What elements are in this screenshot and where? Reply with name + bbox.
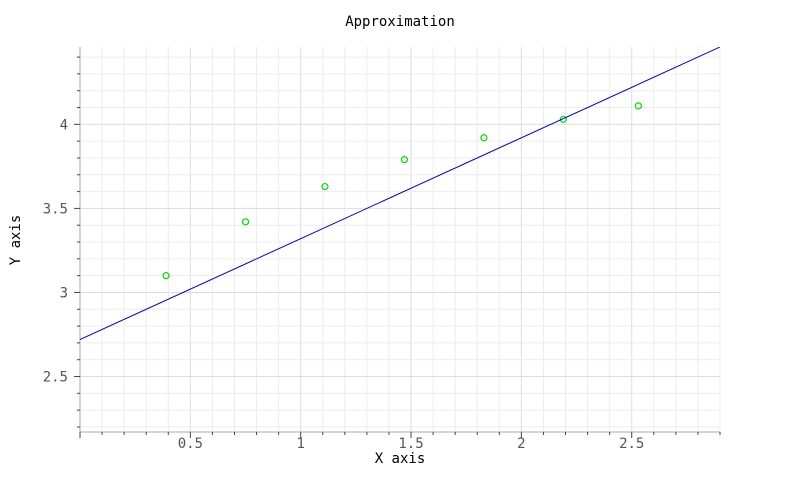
chart-title: Approximation	[345, 14, 455, 30]
axes	[79, 47, 720, 433]
y-tick-label: 4	[60, 117, 68, 133]
x-tick-label: 2.5	[619, 436, 644, 452]
y-tick-label: 3.5	[43, 201, 68, 217]
data-point	[400, 156, 409, 164]
data-point	[321, 182, 329, 191]
x-axis-label: X axis	[375, 451, 426, 467]
y-tick-label: 3	[60, 285, 68, 301]
x-tick-label: 2	[517, 436, 525, 452]
series-layer	[80, 47, 720, 340]
y-axis-label: Y axis	[8, 215, 24, 266]
fit-line	[80, 47, 720, 340]
y-tick-label: 2.5	[43, 370, 68, 386]
data-point	[634, 102, 642, 110]
data-point	[480, 134, 488, 142]
data-point	[241, 218, 250, 226]
x-tick-label: 1	[296, 436, 304, 452]
x-tick-label: 1.5	[398, 436, 423, 452]
ticks: 0.5 1 1.5 2 2.5 2.5 3 3.5 4	[43, 56, 721, 452]
grid	[80, 47, 721, 432]
data-point	[559, 115, 567, 123]
x-tick-label: 0.5	[178, 436, 203, 452]
data-point	[162, 272, 170, 280]
plot-area	[80, 47, 720, 432]
